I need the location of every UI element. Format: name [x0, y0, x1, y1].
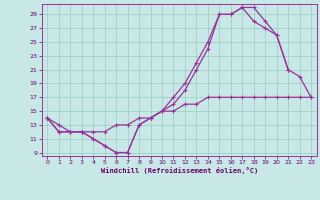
X-axis label: Windchill (Refroidissement éolien,°C): Windchill (Refroidissement éolien,°C)	[100, 167, 258, 174]
